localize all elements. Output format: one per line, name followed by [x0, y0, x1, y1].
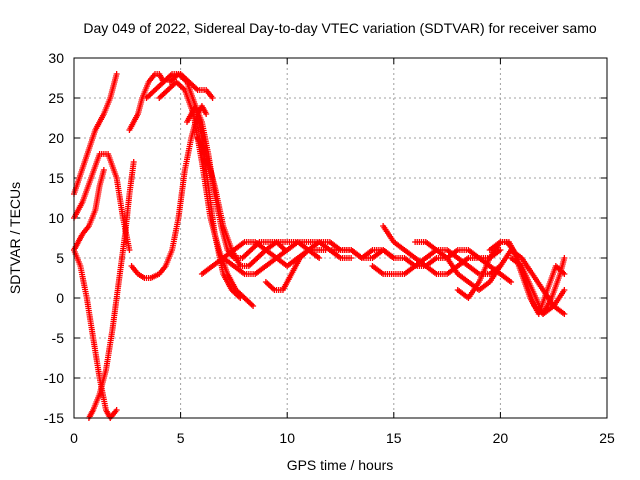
y-tick-label: -5 [52, 330, 65, 346]
series-s12 [194, 135, 323, 269]
y-tick-label: 30 [48, 50, 64, 66]
data-point [100, 167, 107, 173]
data-point [250, 303, 257, 309]
series-s4 [85, 159, 137, 421]
data-point [209, 95, 216, 101]
series-s1 [71, 71, 120, 197]
y-tick-label: -10 [44, 370, 64, 386]
series-s15 [262, 247, 329, 293]
series-s6 [126, 71, 167, 133]
data-point [561, 287, 568, 293]
y-tick-label: 15 [48, 170, 64, 186]
series-s5 [71, 167, 107, 253]
series-s3 [71, 151, 133, 253]
x-tick-label: 10 [279, 430, 295, 446]
data-point [126, 247, 133, 253]
x-axis-label: GPS time / hours [287, 457, 394, 473]
data-point [203, 111, 210, 117]
y-tick-label: 5 [56, 250, 64, 266]
y-axis-label: SDTVAR / TECUs [7, 182, 23, 294]
data-point [237, 295, 244, 301]
data-points [71, 71, 568, 421]
plot-frame [73, 57, 608, 419]
data-point [497, 247, 504, 253]
series-s22 [508, 255, 568, 317]
data-point [348, 255, 355, 261]
x-tick-label: 15 [386, 430, 402, 446]
x-tick-label: 5 [177, 430, 185, 446]
y-tick-label: 25 [48, 90, 64, 106]
y-tick-label: 0 [56, 290, 64, 306]
x-tick-label: 20 [493, 430, 509, 446]
y-tick-label: -15 [44, 410, 64, 426]
y-tick-label: 20 [48, 130, 64, 146]
data-point [508, 279, 515, 285]
data-point [561, 255, 568, 261]
data-point [113, 71, 120, 77]
grid [74, 58, 607, 418]
y-tick-label: 10 [48, 210, 64, 226]
series-s18 [380, 223, 515, 285]
data-point [130, 159, 137, 165]
series-s21 [486, 239, 568, 317]
series-s7 [128, 103, 210, 281]
data-point [316, 255, 323, 261]
x-tick-label: 0 [70, 430, 78, 446]
data-point [561, 311, 568, 317]
data-point [113, 407, 120, 413]
chart-title: Day 049 of 2022, Sidereal Day-to-day VTE… [83, 20, 596, 36]
x-tick-label: 25 [599, 430, 615, 446]
